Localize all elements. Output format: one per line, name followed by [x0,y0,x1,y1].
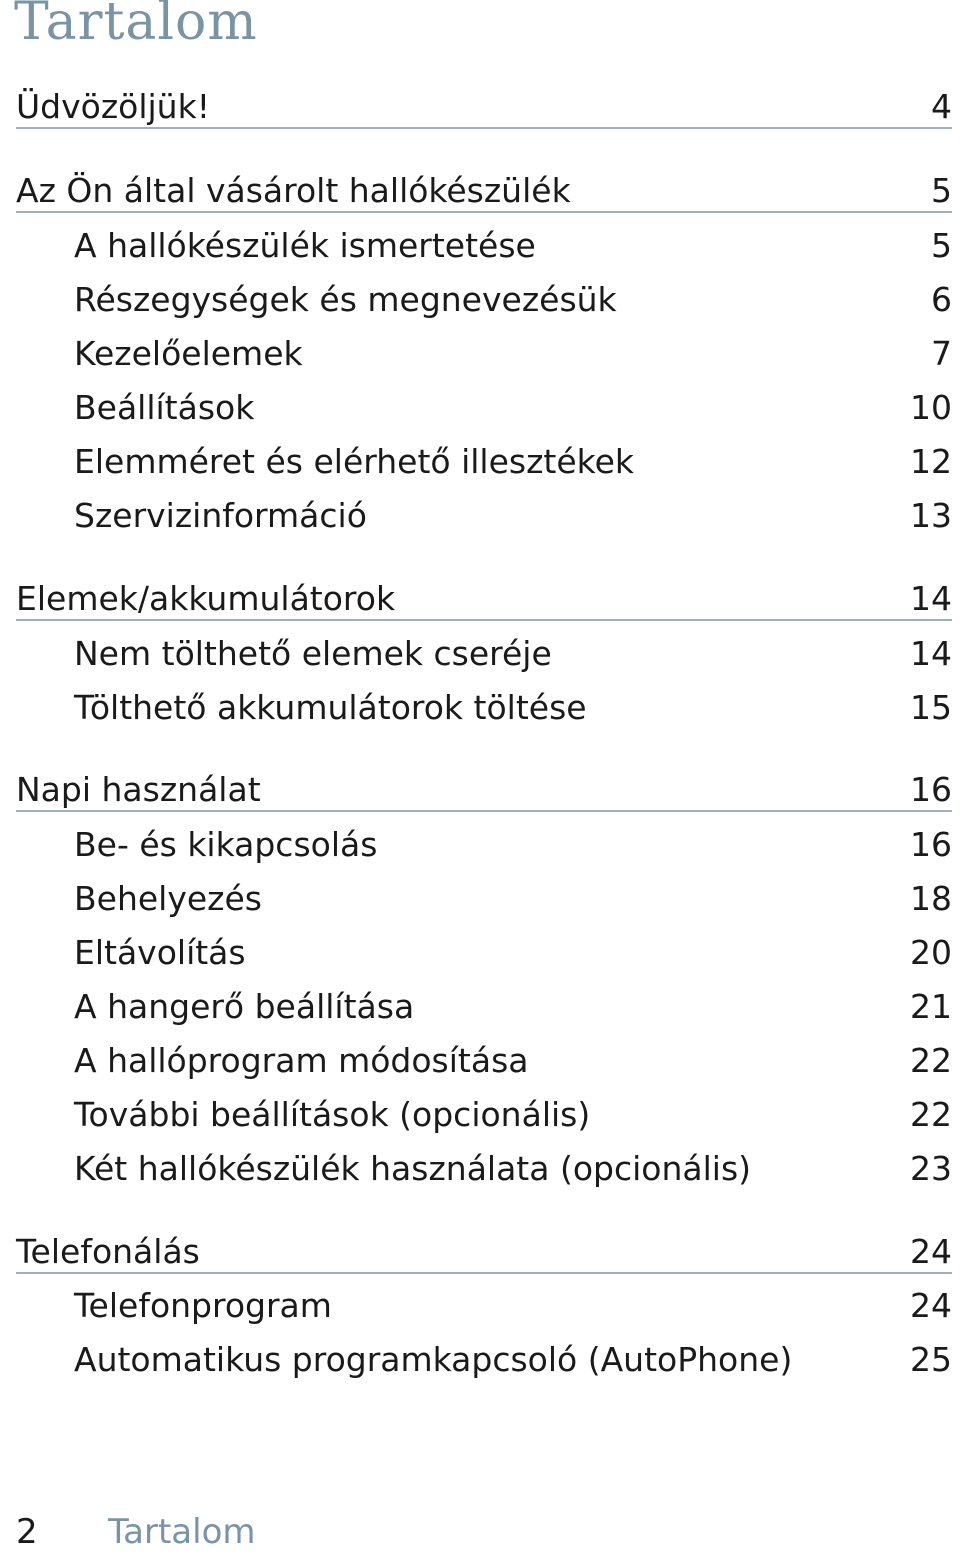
toc-item[interactable]: Eltávolítás 20 [16,933,952,973]
toc-page-number: 10 [910,388,952,427]
toc-page-number: 5 [931,226,952,265]
footer-section-title: Tartalom [108,1512,256,1552]
toc-page-number: 22 [910,1041,952,1080]
toc-item[interactable]: Behelyezés 18 [16,879,952,919]
toc-page-number: 14 [910,579,952,618]
toc-page-number: 24 [910,1286,952,1325]
footer-page-number: 2 [16,1512,38,1552]
toc-item[interactable]: Telefonprogram 24 [16,1286,952,1326]
toc-page-number: 7 [931,334,952,373]
toc-label: Nem tölthető elemek cseréje [74,634,552,673]
toc-page-number: 4 [931,87,952,126]
toc-label: Be- és kikapcsolás [74,825,378,864]
toc-label: Elemek/akkumulátorok [16,579,396,618]
toc-page-number: 15 [910,688,952,727]
page-title: Tartalom [14,0,258,52]
toc-item[interactable]: Szervizinformáció 13 [16,496,952,536]
toc-page-number: 16 [910,770,952,809]
toc-label: Beállítások [74,388,255,427]
toc-item[interactable]: Tölthető akkumulátorok töltése 15 [16,688,952,728]
toc-page-number: 16 [910,825,952,864]
toc-page-number: 12 [910,442,952,481]
toc-label: Az Ön által vásárolt hallókészülék [16,171,571,210]
toc-page-number: 21 [910,987,952,1026]
toc-item[interactable]: Be- és kikapcsolás 16 [16,825,952,865]
toc-section-daily-use[interactable]: Napi használat 16 [16,770,952,812]
toc-item[interactable]: Két hallókészülék használata (opcionális… [16,1149,952,1189]
toc-section-batteries[interactable]: Elemek/akkumulátorok 14 [16,579,952,621]
toc-page-number: 22 [910,1095,952,1134]
toc-label: A hallóprogram módosítása [74,1041,529,1080]
toc-item[interactable]: Kezelőelemek 7 [16,334,952,374]
toc-label: A hallókészülék ismertetése [74,226,536,265]
toc-item[interactable]: Beállítások 10 [16,388,952,428]
toc-label: Két hallókészülék használata (opcionális… [74,1149,752,1188]
toc-item[interactable]: A hallókészülék ismertetése 5 [16,226,952,266]
toc-page-number: 23 [910,1149,952,1188]
toc-label: Szervizinformáció [74,496,367,535]
toc-page-number: 24 [910,1232,952,1271]
toc-label: Elemméret és elérhető illesztékek [74,442,634,481]
toc-label: Tölthető akkumulátorok töltése [74,688,587,727]
toc-section-hearing-aid[interactable]: Az Ön által vásárolt hallókészülék 5 [16,171,952,213]
toc-page-number: 18 [910,879,952,918]
toc-page-number: 25 [910,1340,952,1379]
toc-item[interactable]: Nem tölthető elemek cseréje 14 [16,634,952,674]
toc-page-number: 20 [910,933,952,972]
toc-label: Kezelőelemek [74,334,303,373]
toc-label: Automatikus programkapcsoló (AutoPhone) [74,1340,793,1379]
toc-label: Eltávolítás [74,933,246,972]
toc-label: Telefonálás [16,1232,200,1271]
toc-label: További beállítások (opcionális) [74,1095,591,1134]
toc-label: Napi használat [16,770,261,809]
toc-label: A hangerő beállítása [74,987,415,1026]
toc-item[interactable]: Részegységek és megnevezésük 6 [16,280,952,320]
toc-item[interactable]: A hangerő beállítása 21 [16,987,952,1027]
toc-page-number: 5 [931,171,952,210]
toc-item[interactable]: Automatikus programkapcsoló (AutoPhone) … [16,1340,952,1380]
toc-label: Telefonprogram [74,1286,332,1325]
toc-label: Üdvözöljük! [16,87,210,126]
toc-page-number: 13 [910,496,952,535]
toc-section-telephone[interactable]: Telefonálás 24 [16,1232,952,1274]
toc-page-number: 6 [931,280,952,319]
toc-item[interactable]: A hallóprogram módosítása 22 [16,1041,952,1081]
toc-item[interactable]: További beállítások (opcionális) 22 [16,1095,952,1135]
toc-page-number: 14 [910,634,952,673]
toc-label: Részegységek és megnevezésük [74,280,617,319]
toc-label: Behelyezés [74,879,262,918]
toc-section-welcome[interactable]: Üdvözöljük! 4 [16,87,952,129]
toc-item[interactable]: Elemméret és elérhető illesztékek 12 [16,442,952,482]
